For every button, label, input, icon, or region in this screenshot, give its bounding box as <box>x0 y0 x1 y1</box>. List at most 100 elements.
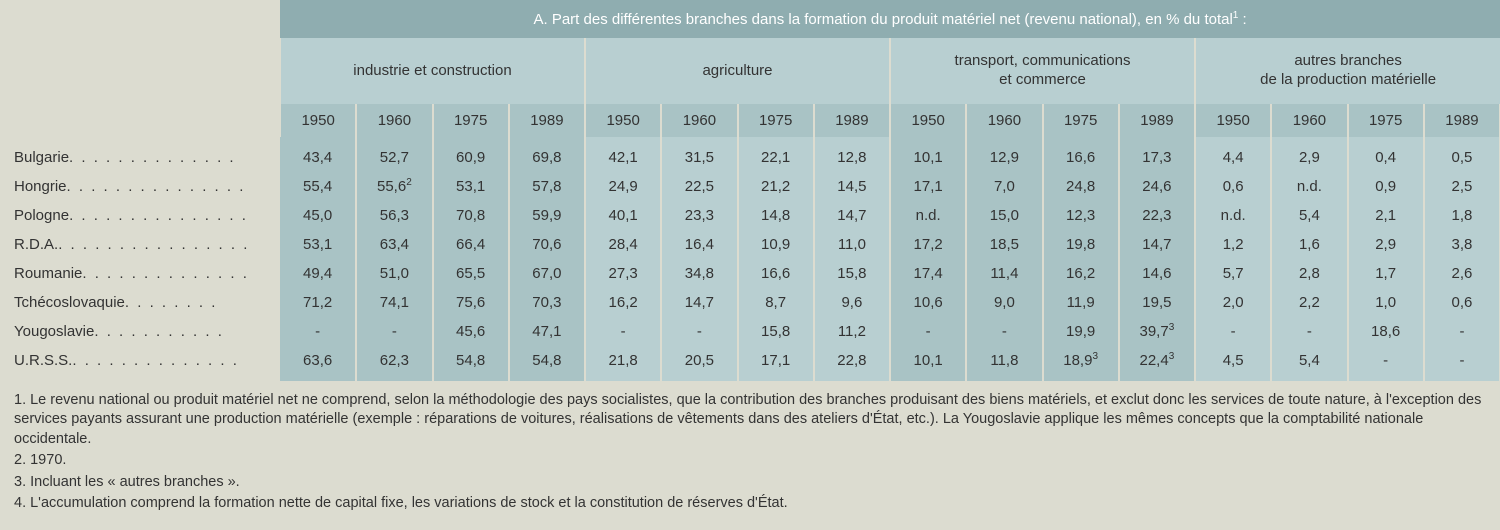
data-cell: - <box>890 317 966 346</box>
data-cell: 14,7 <box>661 288 737 317</box>
data-cell: - <box>661 317 737 346</box>
data-cell: 70,8 <box>433 201 509 230</box>
year-header: 1989 <box>1424 104 1500 137</box>
data-cell: 71,2 <box>280 288 356 317</box>
data-cell: 22,1 <box>738 143 814 172</box>
data-cell: 51,0 <box>356 259 432 288</box>
year-header: 1975 <box>1348 104 1424 137</box>
data-cell: 9,0 <box>966 288 1042 317</box>
data-cell: 1,8 <box>1424 201 1500 230</box>
data-cell: 0,6 <box>1424 288 1500 317</box>
data-cell: 1,0 <box>1348 288 1424 317</box>
data-cell: 70,3 <box>509 288 585 317</box>
data-cell: 49,4 <box>280 259 356 288</box>
year-header: 1960 <box>356 104 432 137</box>
data-cell: 8,7 <box>738 288 814 317</box>
data-cell: 2,9 <box>1271 143 1347 172</box>
data-cell: 0,5 <box>1424 143 1500 172</box>
data-cell: 34,8 <box>661 259 737 288</box>
data-cell: 4,5 <box>1195 346 1271 375</box>
data-cell: 24,8 <box>1043 172 1119 201</box>
data-cell: 3,8 <box>1424 230 1500 259</box>
group-2: transport, communicationset commerce <box>890 38 1195 104</box>
data-cell: 24,6 <box>1119 172 1195 201</box>
data-cell: 42,1 <box>585 143 661 172</box>
year-header-row: 1950196019751989195019601975198919501960… <box>0 104 1500 137</box>
data-cell: 2,0 <box>1195 288 1271 317</box>
row-label: Bulgarie . . . . . . . . . . . . . . <box>0 143 280 172</box>
data-cell: 55,4 <box>280 172 356 201</box>
data-cell: 16,2 <box>585 288 661 317</box>
year-header: 1950 <box>1195 104 1271 137</box>
data-cell: 11,2 <box>814 317 890 346</box>
data-cell: 17,3 <box>1119 143 1195 172</box>
data-cell: 69,8 <box>509 143 585 172</box>
data-cell: 57,8 <box>509 172 585 201</box>
row-label: Hongrie . . . . . . . . . . . . . . . <box>0 172 280 201</box>
data-cell: 12,9 <box>966 143 1042 172</box>
title-row: A. Part des différentes branches dans la… <box>0 0 1500 38</box>
data-cell: - <box>1424 346 1500 375</box>
data-cell: 55,62 <box>356 172 432 201</box>
data-cell: 15,8 <box>814 259 890 288</box>
data-cell: 60,9 <box>433 143 509 172</box>
table-row: Yougoslavie . . . . . . . . . . . --45,6… <box>0 317 1500 346</box>
table-row: Tchécoslovaquie . . . . . . . . 71,274,1… <box>0 288 1500 317</box>
data-cell: 15,0 <box>966 201 1042 230</box>
data-cell: - <box>356 317 432 346</box>
year-header: 1989 <box>1119 104 1195 137</box>
group-header-row: industrie et construction agriculture tr… <box>0 38 1500 104</box>
data-cell: 5,4 <box>1271 346 1347 375</box>
year-header: 1960 <box>966 104 1042 137</box>
data-cell: 19,8 <box>1043 230 1119 259</box>
data-cell: 2,8 <box>1271 259 1347 288</box>
data-cell: 70,6 <box>509 230 585 259</box>
year-header: 1975 <box>433 104 509 137</box>
data-cell: 15,8 <box>738 317 814 346</box>
footnote: 3. Incluant les « autres branches ». <box>14 473 1486 493</box>
data-cell: 21,2 <box>738 172 814 201</box>
data-cell: 17,1 <box>738 346 814 375</box>
table-row: R.D.A. . . . . . . . . . . . . . . . . 5… <box>0 230 1500 259</box>
data-cell: 28,4 <box>585 230 661 259</box>
table-row: U.R.S.S. . . . . . . . . . . . . . . 63,… <box>0 346 1500 375</box>
year-header: 1950 <box>890 104 966 137</box>
group-1: agriculture <box>585 38 890 104</box>
data-cell: 47,1 <box>509 317 585 346</box>
row-label: Yougoslavie . . . . . . . . . . . <box>0 317 280 346</box>
year-header: 1960 <box>661 104 737 137</box>
data-cell: 12,3 <box>1043 201 1119 230</box>
group-0: industrie et construction <box>280 38 585 104</box>
data-cell: 27,3 <box>585 259 661 288</box>
data-cell: 18,5 <box>966 230 1042 259</box>
data-cell: 22,5 <box>661 172 737 201</box>
data-cell: n.d. <box>890 201 966 230</box>
footnotes: 1. Le revenu national ou produit matérie… <box>0 381 1500 530</box>
data-cell: 17,4 <box>890 259 966 288</box>
data-cell: 9,6 <box>814 288 890 317</box>
data-cell: 11,9 <box>1043 288 1119 317</box>
data-cell: 53,1 <box>280 230 356 259</box>
data-cell: 0,6 <box>1195 172 1271 201</box>
data-cell: 75,6 <box>433 288 509 317</box>
year-header: 1950 <box>585 104 661 137</box>
data-cell: 54,8 <box>433 346 509 375</box>
data-cell: 5,7 <box>1195 259 1271 288</box>
data-cell: 16,2 <box>1043 259 1119 288</box>
data-cell: 14,6 <box>1119 259 1195 288</box>
data-cell: 66,4 <box>433 230 509 259</box>
data-cell: 40,1 <box>585 201 661 230</box>
data-cell: - <box>1348 346 1424 375</box>
data-cell: 16,4 <box>661 230 737 259</box>
row-label: Roumanie . . . . . . . . . . . . . . <box>0 259 280 288</box>
data-cell: 62,3 <box>356 346 432 375</box>
data-cell: 4,4 <box>1195 143 1271 172</box>
table-row: Bulgarie . . . . . . . . . . . . . . 43,… <box>0 143 1500 172</box>
row-label: Pologne . . . . . . . . . . . . . . . <box>0 201 280 230</box>
data-cell: 1,2 <box>1195 230 1271 259</box>
data-cell: 16,6 <box>738 259 814 288</box>
blank-year <box>0 104 280 137</box>
data-cell: 11,8 <box>966 346 1042 375</box>
year-header: 1975 <box>1043 104 1119 137</box>
data-cell: - <box>966 317 1042 346</box>
